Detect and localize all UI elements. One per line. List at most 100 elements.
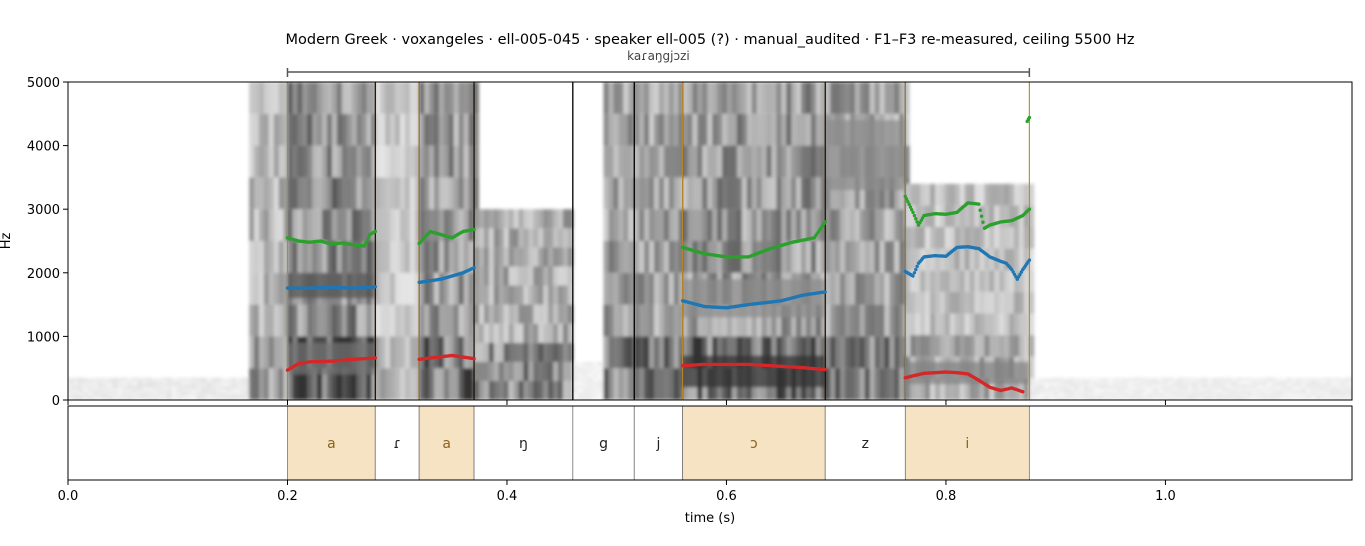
spectrogram-cell xyxy=(1226,380,1233,383)
spectrogram-cell xyxy=(186,393,192,396)
spectrogram-cell xyxy=(97,380,104,383)
spectrogram-cell xyxy=(1083,395,1090,398)
spectrogram-cell xyxy=(82,386,89,389)
spectrogram-cell xyxy=(132,391,138,394)
spectrogram-cell xyxy=(864,272,871,305)
spectrogram-cell xyxy=(117,384,123,387)
formant-f2-point xyxy=(915,264,919,269)
spectrogram-cell xyxy=(623,241,629,273)
spectrogram-cell xyxy=(613,336,619,369)
spectrogram-cell xyxy=(935,291,941,314)
spectrogram-cell xyxy=(1286,395,1292,398)
spectrogram-cell xyxy=(567,361,574,381)
spectrogram-cell xyxy=(1028,205,1035,227)
spectrogram-cell xyxy=(395,304,401,337)
spectrogram-cell xyxy=(582,384,589,389)
spectrogram-cell xyxy=(879,177,886,210)
spectrogram-cell xyxy=(72,386,79,389)
spectrogram-cell xyxy=(776,82,782,114)
spectrogram-cell xyxy=(1286,382,1292,385)
spectrogram-cell xyxy=(1315,388,1322,392)
spectrogram-cell xyxy=(483,266,490,286)
spectrogram-cell xyxy=(811,209,817,241)
spectrogram-cell xyxy=(292,113,298,146)
spectrogram-cell xyxy=(312,82,318,114)
spectrogram-cell xyxy=(240,395,247,398)
spectrogram-cell xyxy=(587,396,594,400)
spectrogram-cell xyxy=(1187,377,1193,380)
spectrogram-cell xyxy=(994,291,1000,314)
spectrogram-cell xyxy=(211,382,217,385)
spectrogram-cell xyxy=(618,304,624,337)
spectrogram-cell xyxy=(107,388,113,392)
spectrogram-cell xyxy=(273,272,280,305)
spectrogram-cell xyxy=(380,272,386,305)
spectrogram-cell xyxy=(781,304,787,337)
spectrogram-cell xyxy=(336,304,343,337)
spectrogram-cell xyxy=(434,304,440,337)
spectrogram-cell xyxy=(959,205,966,227)
spectrogram-cell xyxy=(92,386,99,389)
spectrogram-cell xyxy=(1138,384,1144,387)
spectrogram-cell xyxy=(1340,384,1346,387)
spectrogram-cell xyxy=(1147,377,1154,380)
spectrogram-cell xyxy=(1231,382,1238,385)
spectrogram-panel xyxy=(68,82,1352,400)
spectrogram-cell xyxy=(380,82,386,114)
spectrogram-cell xyxy=(1231,395,1238,398)
spectrogram-cell xyxy=(639,82,645,114)
spectrogram-cell xyxy=(235,397,242,400)
spectrogram-cell xyxy=(1083,386,1090,389)
spectrogram-cell xyxy=(216,377,222,380)
spectrogram-cell xyxy=(1078,380,1085,383)
spectrogram-cell xyxy=(453,241,460,273)
spectrogram-cell xyxy=(245,377,252,380)
spectrogram-cell xyxy=(1236,377,1243,380)
spectrogram-cell xyxy=(801,209,807,241)
spectrogram-cell xyxy=(1014,227,1020,249)
spectrogram-cell xyxy=(889,304,895,337)
spectrogram-cell xyxy=(351,209,358,241)
spectrogram-cell xyxy=(761,241,768,273)
spectrogram-cell xyxy=(278,209,285,241)
spectrogram-cell xyxy=(1142,377,1149,380)
spectrogram-cell xyxy=(273,145,280,178)
spectrogram-cell xyxy=(503,304,510,324)
spectrogram-cell xyxy=(1207,391,1213,394)
spectrogram-cell xyxy=(1113,393,1119,396)
spectrogram-cell xyxy=(761,177,768,210)
spectrogram-cell xyxy=(292,177,298,210)
spectrogram-cell xyxy=(820,177,827,210)
spectrogram-cell xyxy=(1029,397,1035,400)
spectrogram-cell xyxy=(644,241,650,273)
spectrogram-cell xyxy=(806,177,812,210)
spectrogram-cell xyxy=(82,393,89,396)
spectrogram-cell xyxy=(935,270,941,292)
spectrogram-cell xyxy=(678,82,685,114)
spectrogram-cell xyxy=(644,209,650,241)
spectrogram-cell xyxy=(1138,388,1144,392)
spectrogram-cell xyxy=(558,209,564,229)
spectrogram-cell xyxy=(1098,393,1104,396)
spectrogram-cell xyxy=(127,382,133,385)
spectrogram-cell xyxy=(132,397,138,400)
spectrogram-cell xyxy=(341,209,348,241)
spectrogram-cell xyxy=(558,285,564,305)
spectrogram-cell xyxy=(1123,393,1129,396)
spectrogram-cell xyxy=(1222,377,1228,380)
spectrogram-cell xyxy=(634,368,640,400)
spectrogram-cell xyxy=(1236,384,1243,387)
spectrogram-cell xyxy=(191,386,197,389)
spectrogram-cell xyxy=(493,361,500,381)
spectrogram-cell xyxy=(1202,377,1208,380)
spectrogram-cell xyxy=(771,336,777,369)
spectrogram-cell xyxy=(702,82,708,114)
spectrogram-cell xyxy=(649,368,655,400)
spectrogram-cell xyxy=(1108,397,1114,400)
spectrogram-cell xyxy=(1068,388,1075,392)
spectrogram-cell xyxy=(1246,393,1253,396)
spectrogram-cell xyxy=(761,82,768,114)
spectrogram-cell xyxy=(702,304,708,337)
spectrogram-cell xyxy=(1325,391,1332,394)
spectrogram-cell xyxy=(1093,380,1100,383)
